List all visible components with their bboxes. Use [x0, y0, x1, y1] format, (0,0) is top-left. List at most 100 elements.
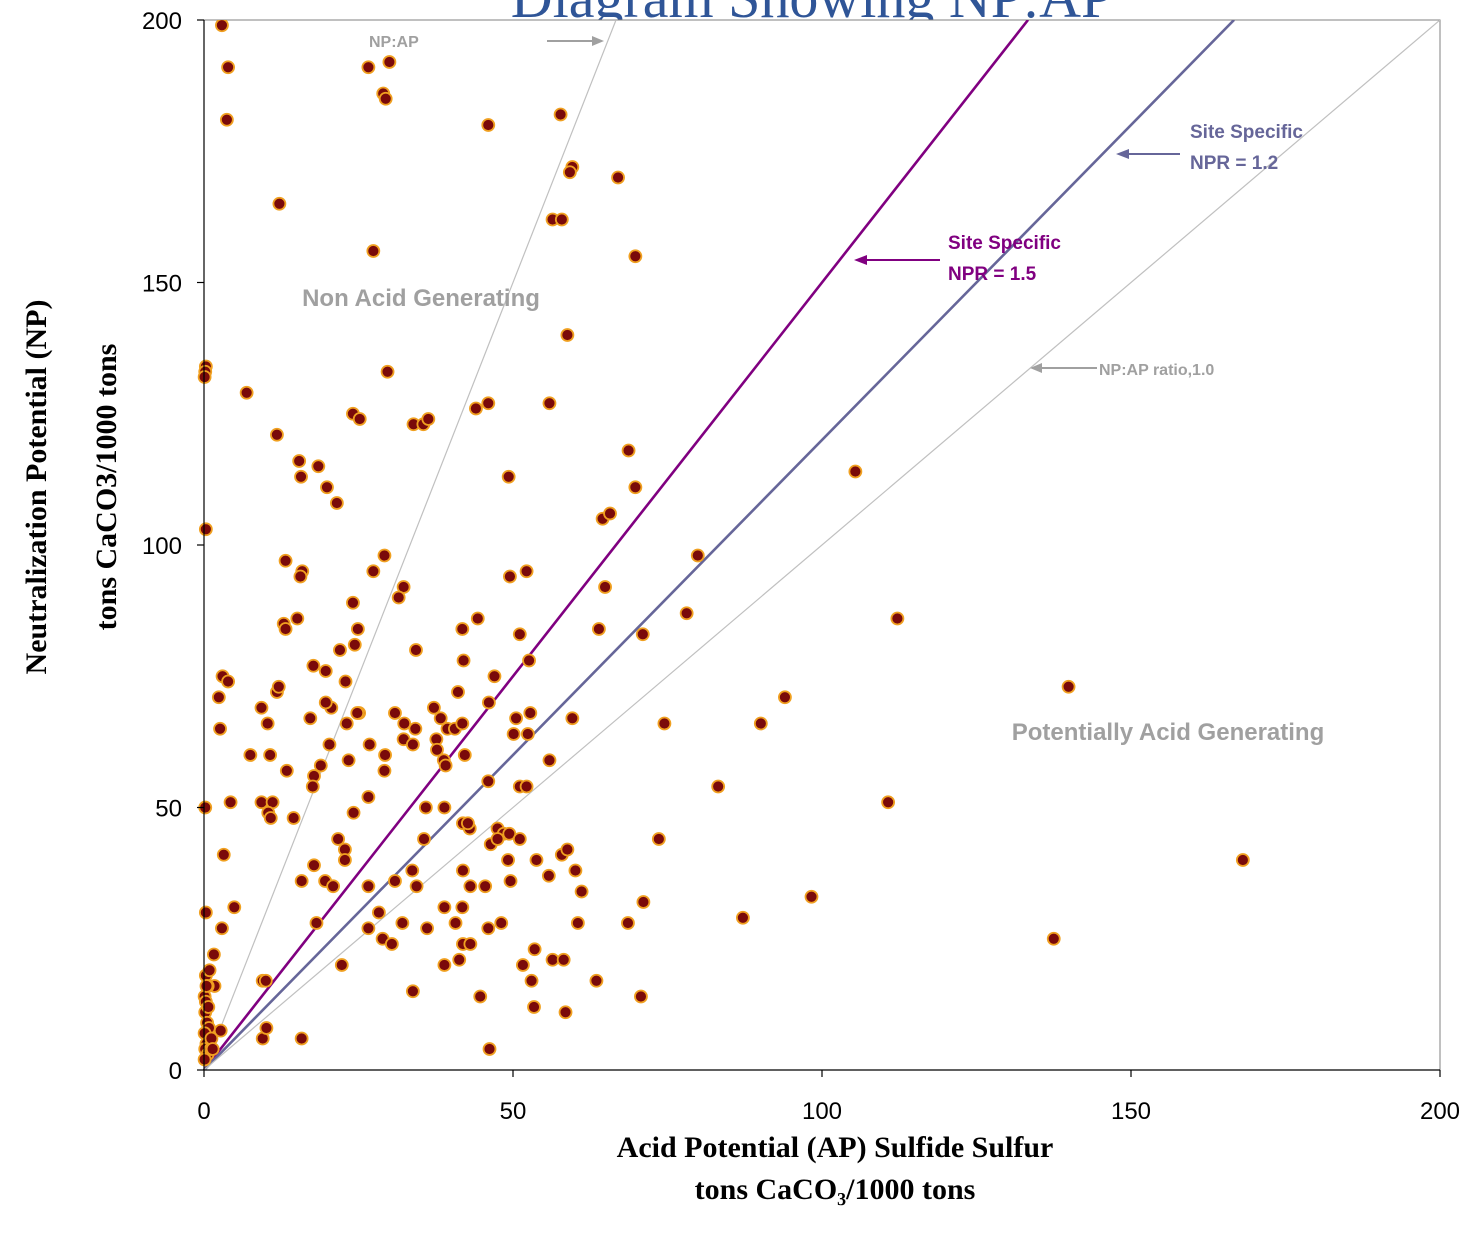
data-point — [397, 716, 412, 731]
data-point — [438, 758, 453, 773]
data-point — [848, 464, 863, 479]
data-point — [294, 1031, 309, 1046]
data-point — [753, 716, 768, 731]
data-point — [735, 910, 750, 925]
data-point — [455, 716, 470, 731]
data-point — [395, 916, 410, 930]
data-point — [556, 952, 571, 967]
data-point — [455, 622, 470, 636]
data-point — [523, 706, 538, 720]
data-point — [448, 916, 463, 930]
data-point — [322, 737, 337, 752]
data-point — [263, 811, 278, 825]
data-point — [494, 916, 509, 930]
data-point — [503, 874, 518, 888]
data-point — [881, 795, 896, 810]
data-point — [254, 700, 269, 715]
data-point — [560, 842, 575, 857]
data-point — [562, 165, 577, 180]
data-point — [460, 816, 475, 831]
data-point — [263, 748, 278, 762]
data-point — [294, 469, 308, 484]
data-point — [201, 1000, 216, 1014]
data-point — [651, 832, 666, 846]
data-point — [611, 170, 625, 185]
data-point — [490, 832, 505, 846]
arrow-npr-1-2 — [1116, 149, 1180, 159]
data-point — [213, 1023, 228, 1038]
data-point — [216, 847, 231, 862]
data-point — [565, 711, 580, 726]
data-point — [455, 900, 470, 915]
data-point — [221, 60, 236, 75]
data-point — [371, 905, 386, 920]
data-point — [366, 244, 381, 258]
data-point — [603, 506, 617, 521]
data-point — [592, 622, 606, 636]
data-point — [294, 874, 309, 888]
data-point — [409, 879, 424, 894]
ratio-line-3 — [203, 20, 617, 1070]
data-point — [270, 427, 284, 442]
data-point — [338, 674, 353, 689]
data-point — [313, 758, 328, 773]
data-point — [1046, 931, 1061, 946]
data-point — [430, 742, 444, 757]
data-point — [227, 900, 242, 915]
data-point — [1061, 679, 1076, 694]
data-point — [361, 60, 376, 75]
data-point — [437, 958, 452, 972]
data-point — [501, 853, 515, 867]
data-point — [378, 748, 392, 762]
data-point — [628, 480, 643, 495]
data-point — [388, 706, 402, 720]
data-point — [553, 107, 568, 122]
data-point — [198, 905, 213, 920]
arrow-np-ap — [547, 36, 604, 46]
data-point — [350, 706, 365, 720]
y-tick-label: 200 — [142, 8, 182, 35]
x-axis-title-line2: tons CaCO₃/1000 tons — [695, 1173, 976, 1206]
data-point — [278, 553, 293, 568]
data-point — [377, 763, 392, 778]
annotation-npr-1-5-line1: Site Specific — [948, 233, 1061, 254]
data-point — [522, 653, 536, 668]
x-tick-label: 150 — [1111, 1098, 1151, 1125]
data-point — [634, 989, 648, 1004]
data-point — [1235, 853, 1250, 867]
y-tick-label: 100 — [142, 533, 182, 560]
annotation-npr-1-2-line2: NPR = 1.2 — [1190, 153, 1278, 174]
data-point — [542, 396, 557, 411]
data-point — [503, 569, 517, 584]
data-point — [481, 774, 496, 789]
data-point — [223, 795, 238, 810]
data-point — [437, 800, 452, 815]
data-point — [679, 606, 694, 621]
data-point — [205, 1042, 220, 1056]
data-point — [260, 716, 275, 731]
data-point — [512, 832, 527, 846]
data-point — [515, 958, 530, 972]
data-point — [306, 658, 321, 673]
x-tick-label: 100 — [802, 1098, 842, 1125]
data-point — [405, 863, 420, 878]
data-point — [554, 212, 569, 227]
data-point — [326, 879, 341, 894]
data-point — [433, 711, 448, 726]
data-point — [426, 700, 441, 715]
data-point — [520, 727, 535, 741]
data-point — [318, 695, 333, 710]
data-point — [542, 753, 557, 768]
data-point — [361, 790, 376, 804]
data-point — [519, 779, 534, 794]
data-point — [487, 669, 502, 684]
data-point — [621, 443, 636, 458]
data-point — [334, 958, 349, 972]
data-point — [259, 1021, 274, 1035]
data-point — [527, 942, 542, 957]
data-point — [293, 569, 308, 584]
data-point — [215, 20, 229, 33]
data-point — [463, 937, 478, 951]
data-point — [457, 748, 472, 762]
data-point — [473, 989, 488, 1004]
